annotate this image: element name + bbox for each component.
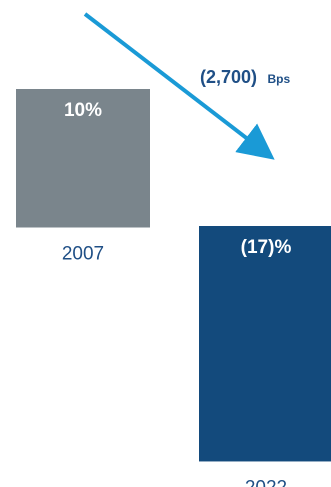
change-value: (2,700) <box>200 67 257 87</box>
value-label-2007: 10% <box>64 100 102 121</box>
value-label-2022: (17)% <box>241 237 292 258</box>
category-label-2022: 2022 <box>245 477 287 487</box>
bar-2022 <box>199 226 331 462</box>
change-annotation: (2,700) Bps <box>200 67 290 87</box>
bars-group: 10% 2007 (17)% 2022 <box>16 89 331 487</box>
trend-arrow <box>83 12 275 160</box>
bar-2007 <box>16 89 150 228</box>
change-unit: Bps <box>268 72 291 86</box>
category-label-2007: 2007 <box>62 244 104 265</box>
